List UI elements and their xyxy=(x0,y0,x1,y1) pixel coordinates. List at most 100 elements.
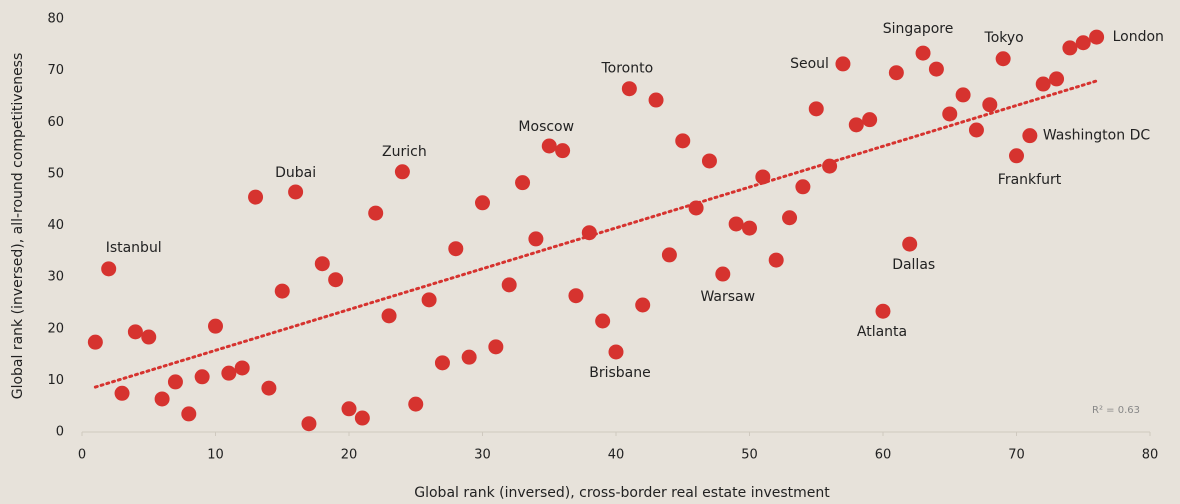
point-label: London xyxy=(1113,29,1164,45)
point xyxy=(875,303,891,319)
point-label: Dubai xyxy=(275,165,316,181)
point xyxy=(1089,29,1105,45)
point-label: Toronto xyxy=(601,61,654,77)
point xyxy=(221,365,237,381)
point xyxy=(808,101,824,117)
point xyxy=(301,416,317,432)
point-label: Istanbul xyxy=(106,240,162,256)
point xyxy=(341,401,357,417)
x-tick-label: 10 xyxy=(207,448,224,463)
point xyxy=(768,252,784,268)
point xyxy=(621,81,637,97)
point-label: Dallas xyxy=(892,257,935,273)
point-label: Washington DC xyxy=(1043,128,1151,144)
y-tick-label: 70 xyxy=(47,63,64,78)
point xyxy=(127,324,143,340)
x-tick-label: 0 xyxy=(78,448,86,463)
point xyxy=(675,133,691,149)
x-tick-label: 50 xyxy=(741,448,758,463)
point xyxy=(434,355,450,371)
point xyxy=(942,106,958,122)
point xyxy=(1075,35,1091,51)
point xyxy=(661,247,677,263)
x-tick-label: 60 xyxy=(875,448,892,463)
point xyxy=(1009,148,1024,164)
point xyxy=(208,318,223,334)
point xyxy=(261,380,277,396)
y-axis-title: Global rank (inversed), all-round compet… xyxy=(10,53,26,400)
y-tick-label: 60 xyxy=(47,115,64,130)
point-label: Frankfurt xyxy=(998,172,1062,188)
point xyxy=(181,406,197,422)
point xyxy=(755,169,771,185)
point xyxy=(555,143,571,159)
point xyxy=(982,97,998,113)
point xyxy=(608,344,624,360)
point xyxy=(354,410,370,426)
point xyxy=(114,385,130,401)
point xyxy=(101,261,117,277)
point xyxy=(408,396,424,412)
point xyxy=(568,288,584,304)
point xyxy=(902,236,918,252)
point xyxy=(488,339,504,355)
point xyxy=(848,117,864,133)
point-label: Warsaw xyxy=(700,289,755,305)
point xyxy=(448,241,464,257)
point xyxy=(515,175,531,191)
point-label: Tokyo xyxy=(984,30,1024,46)
point-label: Singapore xyxy=(883,21,954,37)
point xyxy=(968,122,984,138)
y-tick-label: 30 xyxy=(47,270,64,285)
point xyxy=(368,205,384,221)
point xyxy=(995,51,1011,67)
point xyxy=(1022,128,1038,144)
point xyxy=(955,87,971,103)
x-tick-label: 40 xyxy=(608,448,625,463)
point xyxy=(87,334,103,350)
point-label: Seoul xyxy=(790,56,829,72)
y-tick-label: 0 xyxy=(56,425,64,440)
x-axis-title: Global rank (inversed), cross-border rea… xyxy=(414,485,830,501)
point xyxy=(782,210,798,226)
y-tick-label: 10 xyxy=(47,373,64,388)
point xyxy=(328,272,344,288)
y-tick-label: 50 xyxy=(47,166,64,181)
point xyxy=(888,65,904,81)
point xyxy=(461,349,477,365)
point xyxy=(141,329,157,345)
point-label: Moscow xyxy=(518,119,574,135)
point xyxy=(835,56,851,72)
point-label: Atlanta xyxy=(857,324,907,340)
point xyxy=(742,220,757,236)
point xyxy=(421,292,437,308)
point xyxy=(928,61,944,77)
point xyxy=(822,158,838,174)
point xyxy=(234,360,250,376)
point-label: Brisbane xyxy=(589,365,651,381)
point xyxy=(248,189,264,205)
point xyxy=(1035,76,1051,92)
point xyxy=(595,313,611,329)
point xyxy=(194,369,210,385)
r-squared: R² = 0.63 xyxy=(1092,405,1140,416)
point xyxy=(288,184,304,200)
point xyxy=(381,308,397,324)
point xyxy=(1049,71,1065,87)
point xyxy=(795,179,811,195)
point xyxy=(394,164,410,180)
x-tick-label: 20 xyxy=(341,448,358,463)
point xyxy=(1062,40,1078,56)
point xyxy=(862,112,878,128)
point xyxy=(701,153,717,169)
point xyxy=(635,297,651,313)
point xyxy=(648,92,664,108)
point xyxy=(167,374,183,390)
point xyxy=(541,138,557,154)
point xyxy=(314,256,330,272)
y-tick-label: 20 xyxy=(47,321,64,336)
point xyxy=(728,216,744,232)
point xyxy=(475,195,490,211)
